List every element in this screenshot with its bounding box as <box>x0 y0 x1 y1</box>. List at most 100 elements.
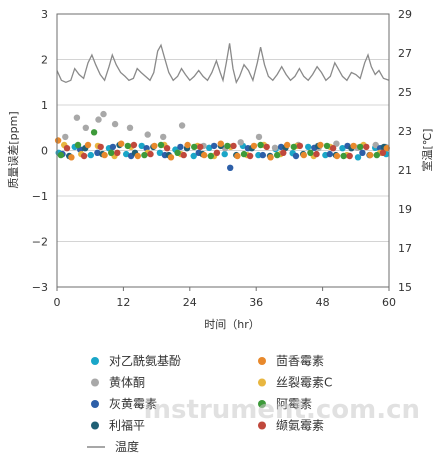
data-point <box>234 152 241 160</box>
data-point <box>57 151 65 159</box>
legend-label: 温度 <box>115 439 139 454</box>
data-point <box>114 149 121 156</box>
data-point <box>354 154 362 161</box>
data-point <box>97 143 104 151</box>
data-point <box>163 145 171 152</box>
data-point <box>191 143 198 151</box>
data-point <box>259 151 266 159</box>
data-point <box>363 143 370 151</box>
data-point <box>157 141 165 149</box>
data-point <box>184 141 191 149</box>
data-point <box>255 133 263 141</box>
data-point <box>74 141 82 149</box>
data-point <box>250 142 258 150</box>
legend-dot-marker <box>258 421 266 430</box>
data-point <box>340 152 347 160</box>
legend-entry: 利福平 <box>91 418 145 433</box>
data-point <box>180 151 187 159</box>
legend-label: 黄体酮 <box>109 376 145 390</box>
data-point <box>141 151 148 159</box>
x-tick-label: 12 <box>116 296 130 309</box>
data-point <box>267 154 274 161</box>
data-point <box>134 152 141 160</box>
data-point <box>307 149 314 156</box>
legend-dot-marker <box>91 357 99 365</box>
legend-entry: 缬氨霉素 <box>258 419 324 433</box>
y-axis-right-ticks: 29 27 25 23 21 19 17 15 <box>398 8 412 294</box>
data-point <box>240 150 248 158</box>
x-tick-label: 0 <box>54 296 61 309</box>
data-point <box>206 144 213 151</box>
y-tick-label: −1 <box>32 190 48 203</box>
data-point <box>201 151 208 159</box>
data-point <box>217 140 224 147</box>
x-axis-ticks: 0 12 24 36 48 60 <box>54 287 396 309</box>
y-tick-label: 0 <box>41 145 48 158</box>
data-point <box>300 151 307 159</box>
data-point <box>167 154 175 161</box>
data-point <box>124 142 131 150</box>
y2-tick-label: 21 <box>398 164 412 177</box>
data-point <box>111 120 119 128</box>
data-point <box>333 140 340 147</box>
data-point <box>177 143 184 151</box>
data-point <box>178 122 186 129</box>
data-point <box>118 140 125 147</box>
data-point <box>54 137 62 144</box>
legend-label: 缬氨霉素 <box>276 419 324 433</box>
data-point <box>313 150 320 158</box>
data-point <box>227 164 234 171</box>
y2-tick-label: 29 <box>398 8 412 21</box>
legend-entry: 灰黄霉素 <box>91 397 157 411</box>
data-point <box>130 141 138 149</box>
data-point <box>359 149 366 156</box>
data-point <box>84 141 92 149</box>
legend-label: 对乙酰氨基酚 <box>109 354 181 368</box>
temperature-line <box>56 43 390 85</box>
data-point <box>373 151 380 159</box>
data-point <box>213 149 221 156</box>
data-point <box>246 152 254 160</box>
data-point <box>207 152 214 160</box>
legend-dot-marker <box>91 421 99 430</box>
x-tick-label: 24 <box>183 296 197 309</box>
data-point <box>151 142 158 150</box>
data-point <box>138 142 145 150</box>
plot-frame <box>56 13 390 288</box>
data-point <box>82 124 90 131</box>
y-tick-label: −2 <box>32 236 48 249</box>
data-point <box>95 116 102 123</box>
data-point <box>271 144 279 151</box>
x-axis-title: 时间（hr） <box>204 318 260 331</box>
legend-entry: 黄体酮 <box>91 376 145 390</box>
data-point <box>190 152 197 160</box>
series-4 <box>54 137 390 161</box>
y-axis-title: 质量误差[ppm] <box>6 111 20 188</box>
data-point <box>68 154 75 161</box>
data-point <box>292 152 300 160</box>
legend-dot-marker <box>258 378 266 387</box>
data-point <box>90 129 98 136</box>
legend-label: 灰黄霉素 <box>109 397 157 411</box>
data-point <box>305 143 312 151</box>
data-point <box>274 151 281 159</box>
data-point <box>357 143 364 151</box>
data-point <box>62 133 69 141</box>
legend-entry: 阿霉素 <box>258 397 312 411</box>
data-point <box>221 150 228 158</box>
data-point <box>350 142 357 150</box>
data-point <box>63 145 71 152</box>
data-point <box>87 151 95 159</box>
x-tick-label: 36 <box>249 296 263 309</box>
y2-tick-label: 15 <box>398 281 412 294</box>
data-point <box>263 143 270 151</box>
y2-tick-label: 23 <box>398 125 412 138</box>
data-point <box>372 141 379 149</box>
legend-label: 阿霉素 <box>276 397 312 411</box>
watermark-logo: instrument.com.cn <box>144 395 420 425</box>
data-point <box>290 143 297 151</box>
y2-tick-label: 17 <box>398 242 412 255</box>
data-point <box>101 151 108 159</box>
y2-tick-label: 19 <box>398 203 412 216</box>
data-point <box>296 142 304 150</box>
